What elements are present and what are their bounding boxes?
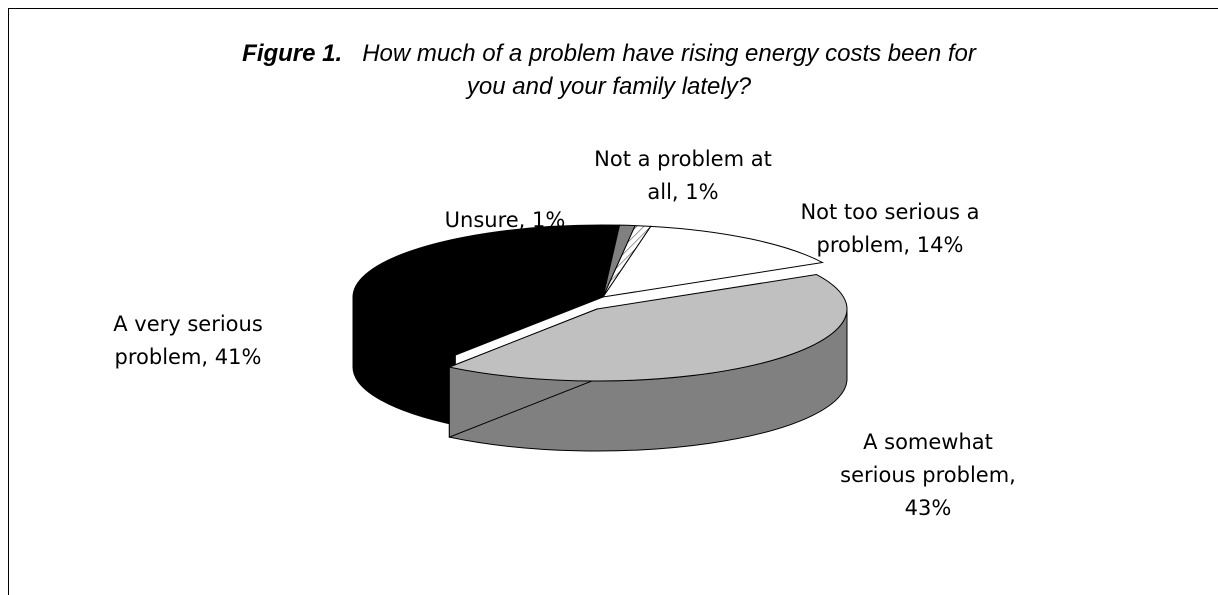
figure-number: Figure 1. [242, 40, 343, 67]
slice-label-line: all, 1% [647, 180, 718, 204]
pie-slice-not_at_all [602, 225, 652, 298]
slice-label-not_at_all: Not a problem at all, 1% [594, 147, 772, 204]
slice-label-line: problem, 14% [817, 233, 964, 257]
slice-label-not_too_serious: Not too serious a problem, 14% [800, 200, 979, 257]
slice-label-somewhat_serious: A somewhat serious problem, 43% [840, 430, 1016, 520]
pie-slice-not_too_serious [601, 225, 825, 298]
slice-label-unsure: Unsure, 1% [445, 208, 566, 232]
pie-slice-very_serious [352, 224, 621, 356]
chart-title-line1: Figure 1. How much of a problem have ris… [0, 37, 1218, 70]
chart-title-line2: you and your family lately? [466, 73, 752, 100]
slice-label-line: serious problem, [840, 463, 1016, 487]
slice-label-line: A somewhat [863, 430, 993, 454]
slice-label-line: Not a problem at [594, 147, 772, 171]
pie-tops [352, 224, 848, 382]
pie-labels: Not too serious a problem, 14% A somewhat s… [113, 147, 1016, 520]
chart-frame [8, 8, 1218, 595]
slice-label-line: A very serious [113, 312, 263, 336]
pie-slice-somewhat_serious [447, 274, 848, 382]
slice-label-very_serious: A very serious problem, 41% [113, 312, 263, 369]
slice-label-line: Unsure, 1% [445, 208, 566, 232]
slice-label-line: problem, 41% [115, 345, 262, 369]
slice-label-line: 43% [905, 496, 952, 520]
chart-title-text-line1: How much of a problem have rising energy… [362, 40, 976, 67]
chart-title: Figure 1. How much of a problem have ris… [0, 37, 1218, 103]
slice-label-line: Not too serious a [800, 200, 979, 224]
